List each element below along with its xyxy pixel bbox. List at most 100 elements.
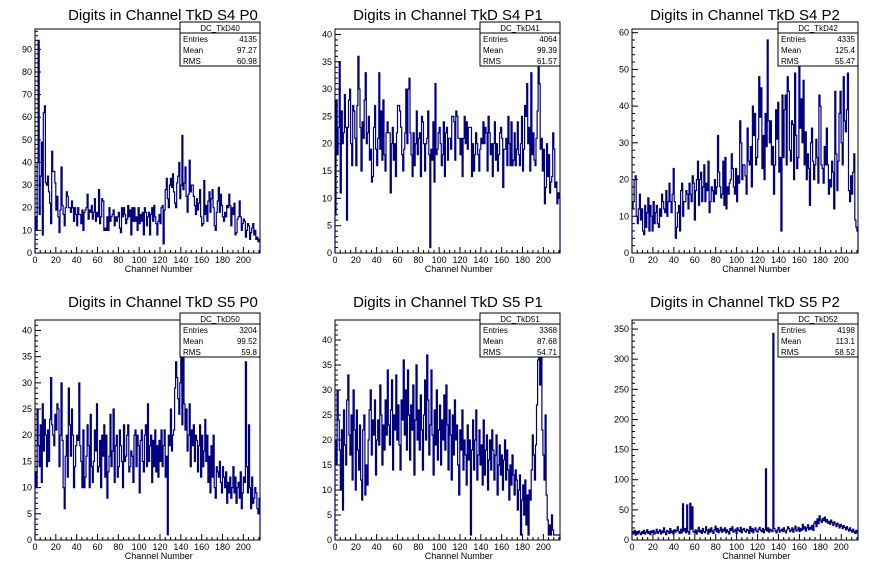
histogram-series bbox=[631, 332, 859, 540]
y-tick-label: 90 bbox=[22, 44, 32, 54]
x-tick-label: 160 bbox=[792, 255, 807, 265]
y-tick-label: 40 bbox=[619, 101, 629, 111]
x-axis: 0 20 40 60 80 100 120 140 160 180 200 bbox=[332, 247, 560, 265]
stats-value-rms: 54.71 bbox=[537, 348, 558, 357]
y-tick-label: 15 bbox=[22, 456, 32, 466]
x-tick-label: 40 bbox=[372, 542, 382, 552]
x-tick-label: 80 bbox=[711, 542, 721, 552]
plot-frame bbox=[631, 319, 859, 541]
x-tick-label: 100 bbox=[132, 542, 147, 552]
stats-value-mean: 97.27 bbox=[237, 46, 258, 55]
stats-box-frame bbox=[179, 21, 261, 67]
x-axis: 0 20 40 60 80 100 120 140 160 180 200 bbox=[32, 534, 260, 552]
y-tick-label: 250 bbox=[614, 384, 629, 394]
stats-box: DC_TkD40 Entries 4135 Mean 97.27 RMS 60.98 bbox=[179, 21, 261, 67]
y-axis: 0 5 10 15 20 25 30 35 40 bbox=[322, 319, 341, 545]
x-tick-label: 60 bbox=[392, 255, 402, 265]
stats-value-mean: 125.4 bbox=[835, 46, 856, 55]
x-tick-label: 200 bbox=[834, 255, 849, 265]
x-axis: 0 20 40 60 80 100 120 140 160 180 200 bbox=[629, 247, 858, 265]
x-tick-label: 60 bbox=[92, 255, 102, 265]
x-tick-label: 80 bbox=[413, 255, 423, 265]
stats-key-rms: RMS bbox=[183, 57, 201, 66]
x-axis-label: Channel Number bbox=[722, 264, 790, 274]
y-tick-label: 100 bbox=[614, 475, 629, 485]
histogram-panel-dc-tkd40: Digits in Channel TkD S4 P00 20 40 60 80 100 1… bbox=[22, 7, 261, 274]
y-tick-label: 25 bbox=[322, 410, 332, 420]
x-tick-label: 40 bbox=[72, 542, 82, 552]
histogram-name: DC_TkD41 bbox=[500, 24, 540, 33]
x-axis-label: Channel Number bbox=[125, 551, 193, 561]
x-tick-label: 60 bbox=[690, 542, 700, 552]
y-tick-label: 10 bbox=[322, 193, 332, 203]
x-tick-label: 80 bbox=[711, 255, 721, 265]
plot-frame bbox=[334, 28, 561, 254]
x-axis: 0 20 40 60 80 100 120 140 160 180 200 bbox=[332, 534, 560, 552]
stats-key-rms: RMS bbox=[483, 348, 501, 357]
x-tick-label: 120 bbox=[750, 542, 765, 552]
y-tick-label: 60 bbox=[22, 112, 32, 122]
stats-value-rms: 60.98 bbox=[237, 57, 258, 66]
stats-key-entries: Entries bbox=[483, 35, 508, 44]
plot-frame bbox=[34, 28, 261, 254]
plot-title: Digits in Channel TkD S4 P2 bbox=[650, 7, 840, 24]
x-tick-label: 60 bbox=[92, 542, 102, 552]
y-tick-label: 80 bbox=[22, 67, 32, 77]
stats-key-rms: RMS bbox=[483, 57, 501, 66]
x-tick-label: 140 bbox=[771, 542, 786, 552]
y-tick-label: 40 bbox=[322, 335, 332, 345]
histogram-name: DC_TkD42 bbox=[798, 24, 838, 33]
x-tick-label: 120 bbox=[452, 542, 467, 552]
y-tick-label: 0 bbox=[27, 248, 32, 258]
stats-value-entries: 4335 bbox=[837, 35, 855, 44]
x-tick-label: 20 bbox=[351, 255, 361, 265]
y-tick-label: 40 bbox=[322, 29, 332, 39]
x-tick-label: 100 bbox=[132, 255, 147, 265]
y-tick-label: 35 bbox=[322, 360, 332, 370]
x-tick-label: 40 bbox=[72, 255, 82, 265]
stats-box: DC_TkD51 Entries 3368 Mean 87.68 RMS 54.71 bbox=[479, 312, 561, 358]
y-tick-label: 30 bbox=[22, 180, 32, 190]
stats-value-rms: 61.57 bbox=[537, 57, 558, 66]
stats-box-frame bbox=[479, 21, 561, 67]
x-tick-label: 100 bbox=[432, 255, 447, 265]
histogram-panel-dc-tkd41: Digits in Channel TkD S4 P10 20 40 60 80 100 1… bbox=[322, 7, 561, 274]
x-tick-label: 200 bbox=[834, 542, 849, 552]
histogram-series bbox=[334, 50, 561, 253]
stats-key-mean: Mean bbox=[183, 337, 203, 346]
stats-value-rms: 59.8 bbox=[241, 348, 257, 357]
y-tick-label: 60 bbox=[619, 28, 629, 38]
x-tick-label: 120 bbox=[152, 255, 167, 265]
x-tick-label: 200 bbox=[236, 255, 251, 265]
plot-title: Digits in Channel TkD S5 P2 bbox=[650, 294, 840, 311]
y-tick-label: 25 bbox=[322, 111, 332, 121]
y-tick-label: 35 bbox=[22, 352, 32, 362]
histogram-series bbox=[334, 339, 561, 540]
stats-key-mean: Mean bbox=[183, 46, 203, 55]
y-tick-label: 10 bbox=[22, 225, 32, 235]
plot-title: Digits in Channel TkD S5 P1 bbox=[353, 294, 543, 311]
x-axis: 0 20 40 60 80 100 120 140 160 180 200 bbox=[629, 534, 858, 552]
x-tick-label: 60 bbox=[392, 542, 402, 552]
y-tick-label: 10 bbox=[22, 483, 32, 493]
y-tick-label: 5 bbox=[327, 221, 332, 231]
stats-box-frame bbox=[179, 312, 261, 358]
x-tick-label: 120 bbox=[152, 542, 167, 552]
y-tick-label: 35 bbox=[322, 57, 332, 67]
x-tick-label: 100 bbox=[729, 542, 744, 552]
histogram-panel-dc-tkd52: Digits in Channel TkD S5 P2 0 20 40 60 80 100 1… bbox=[614, 294, 859, 561]
x-tick-label: 200 bbox=[236, 542, 251, 552]
y-tick-label: 25 bbox=[22, 404, 32, 414]
x-tick-label: 140 bbox=[173, 542, 188, 552]
stats-box-frame bbox=[479, 312, 561, 358]
x-tick-label: 180 bbox=[813, 255, 828, 265]
y-tick-label: 40 bbox=[22, 157, 32, 167]
y-axis: 0 50 100 150 200 250 300 350 bbox=[614, 322, 638, 545]
y-tick-label: 50 bbox=[619, 505, 629, 515]
y-tick-label: 30 bbox=[22, 378, 32, 388]
x-tick-label: 0 bbox=[332, 255, 337, 265]
x-tick-label: 160 bbox=[194, 542, 209, 552]
stats-key-rms: RMS bbox=[183, 348, 201, 357]
x-tick-label: 160 bbox=[194, 255, 209, 265]
